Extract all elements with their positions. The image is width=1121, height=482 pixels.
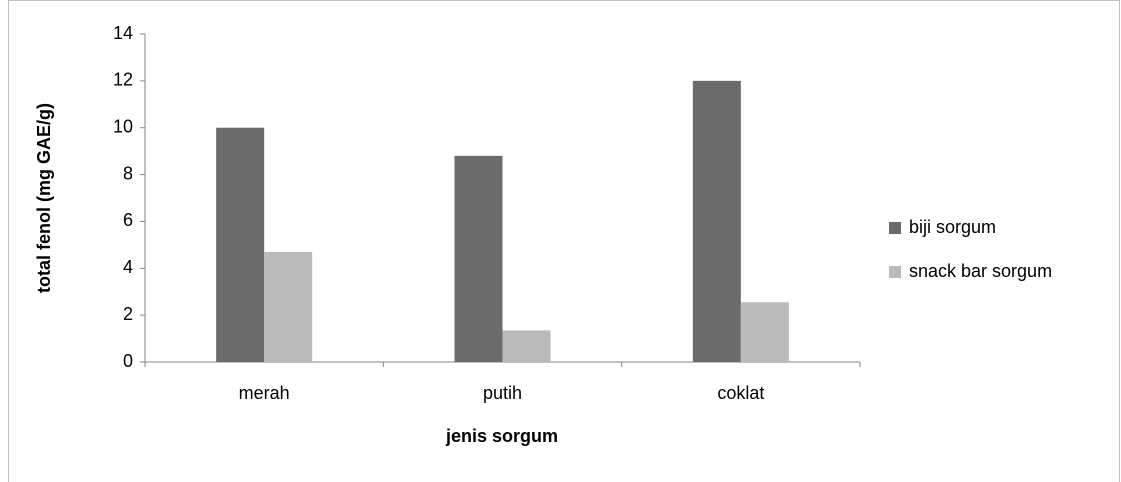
bar — [692, 80, 741, 362]
x-axis-label: jenis sorgum — [445, 426, 558, 446]
x-tick-label: putih — [483, 383, 522, 403]
y-tick-label: 6 — [123, 210, 133, 230]
x-tick-label: merah — [239, 383, 290, 403]
y-tick-label: 8 — [123, 163, 133, 183]
bar — [740, 302, 789, 362]
chart-frame — [8, 0, 1120, 482]
legend-swatch — [889, 266, 901, 278]
y-tick-label: 2 — [123, 304, 133, 324]
y-tick-label: 14 — [113, 23, 133, 43]
y-tick-label: 10 — [113, 116, 133, 136]
x-tick-label: coklat — [717, 383, 764, 403]
y-tick-label: 12 — [113, 70, 133, 90]
legend-swatch — [889, 222, 901, 234]
legend-label: snack bar sorgum — [909, 261, 1052, 281]
bar — [502, 330, 551, 362]
bar — [264, 251, 313, 362]
y-axis-label: total fenol (mg GAE/g) — [34, 103, 54, 293]
y-tick-label: 0 — [123, 351, 133, 371]
bar — [216, 127, 265, 362]
legend-label: biji sorgum — [909, 217, 996, 237]
bar — [454, 155, 503, 362]
y-tick-label: 4 — [123, 257, 133, 277]
